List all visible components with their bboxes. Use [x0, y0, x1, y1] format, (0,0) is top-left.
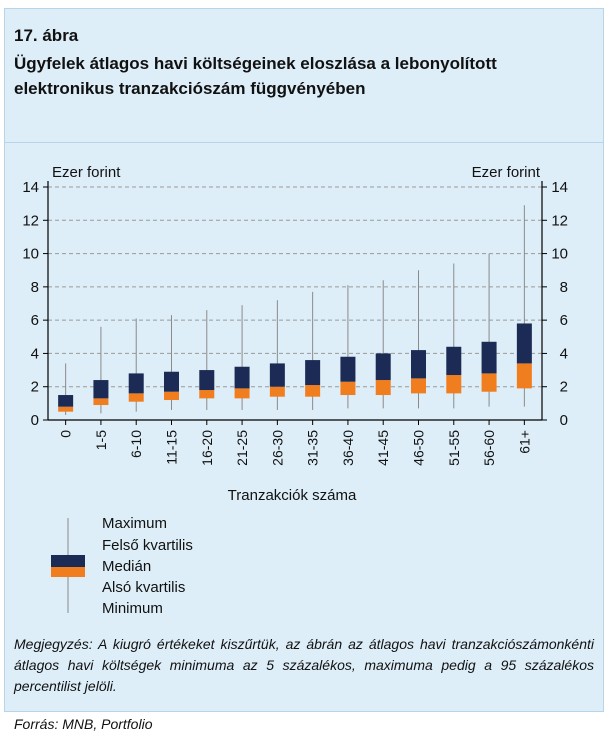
- x-tick-label: 46-50: [411, 430, 427, 466]
- x-tick-label: 11-15: [164, 430, 180, 465]
- lower-box: [340, 381, 356, 396]
- lower-box: [446, 375, 462, 394]
- y-tick-label: 0: [31, 412, 39, 429]
- lower-box: [234, 388, 250, 399]
- x-tick-label: 36-40: [340, 430, 356, 466]
- y-tick-label: 0: [560, 412, 568, 429]
- y-tick-label: 8: [31, 279, 39, 296]
- y-tick-label: 14: [22, 179, 39, 196]
- boxplot-chart: 0 2 4 6 8 10 12 14 0 2 4 6 8 10 12 14 0 1-5 6-10 11-15 16-…: [22, 164, 568, 617]
- upper-box: [58, 395, 74, 407]
- x-tick-label: 21-25: [234, 430, 250, 466]
- upper-box: [269, 363, 285, 387]
- chart-panel: [4, 8, 604, 712]
- y-axis-label-left: Ezer forint: [52, 164, 121, 181]
- legend-item-label: Felső kvartilis: [102, 537, 193, 554]
- upper-box: [516, 323, 532, 364]
- lower-box: [516, 363, 532, 389]
- y-tick-labels-right: 0 2 4 6 8 10 12 14: [551, 179, 568, 429]
- footnote: Megjegyzés: A kiugró értékeket kiszűrtük…: [14, 636, 594, 694]
- x-tick-label: 56-60: [481, 430, 497, 466]
- x-tick-label: 0: [58, 430, 74, 438]
- source-line: Forrás: MNB, Portfolio: [14, 716, 153, 732]
- legend-item-label: Minimum: [102, 600, 163, 617]
- upper-box: [481, 341, 497, 374]
- lower-box: [164, 391, 179, 401]
- upper-box: [199, 370, 215, 391]
- y-tick-label: 4: [560, 345, 568, 362]
- y-tick-label: 2: [31, 379, 39, 396]
- upper-box: [128, 373, 144, 394]
- lower-box: [128, 393, 144, 402]
- upper-box: [375, 353, 391, 381]
- y-tick-label: 4: [31, 345, 39, 362]
- x-tick-label: 1-5: [93, 430, 109, 450]
- x-tick-label: 41-45: [375, 430, 391, 466]
- lower-box: [481, 373, 497, 392]
- title-divider: [4, 142, 604, 143]
- lower-box: [93, 398, 109, 406]
- figure-title: Ügyfelek átlagos havi költségeinek elosz…: [14, 54, 497, 98]
- upper-box: [234, 366, 250, 389]
- x-tick-label: 26-30: [269, 430, 285, 466]
- figure-number: 17. ábra: [14, 26, 79, 45]
- legend-item-label: Alsó kvartilis: [102, 579, 185, 596]
- y-tick-label: 14: [551, 179, 568, 196]
- lower-box: [58, 406, 74, 412]
- upper-box: [164, 371, 179, 392]
- lower-box: [269, 386, 285, 397]
- upper-box: [411, 350, 426, 379]
- y-tick-label: 6: [31, 312, 39, 329]
- x-tick-labels: 0 1-5 6-10 11-15 16-20 21-25 26-30 31-35 36-40 41…: [58, 430, 533, 466]
- legend-item-label: Maximum: [102, 515, 167, 532]
- y-tick-label: 2: [560, 379, 568, 396]
- upper-box: [340, 356, 356, 382]
- lower-box: [199, 390, 215, 399]
- upper-box: [446, 346, 462, 376]
- box-series: [58, 205, 532, 416]
- legend: Maximum Felső kvartilis Medián Alsó kvartil…: [51, 515, 193, 617]
- legend-item-label: Medián: [102, 558, 151, 575]
- x-tick-label: 51-55: [446, 430, 462, 466]
- lower-box: [305, 385, 321, 397]
- lower-box: [411, 378, 426, 394]
- y-tick-label: 12: [551, 212, 568, 229]
- y-axis-label-right: Ezer forint: [472, 164, 541, 181]
- upper-box: [305, 360, 321, 386]
- axes: [43, 181, 547, 425]
- grid-lines: [48, 186, 542, 388]
- y-tick-label: 10: [22, 246, 39, 263]
- y-tick-labels-left: 0 2 4 6 8 10 12 14: [22, 179, 39, 429]
- y-tick-label: 8: [560, 279, 568, 296]
- y-tick-label: 6: [560, 312, 568, 329]
- y-tick-label: 10: [551, 246, 568, 263]
- x-tick-label: 6-10: [128, 430, 144, 458]
- lower-box: [375, 380, 391, 396]
- y-tick-label: 12: [22, 212, 39, 229]
- legend-lower-box: [51, 567, 85, 577]
- upper-box: [93, 380, 109, 399]
- x-tick-label: 61+: [516, 430, 532, 454]
- x-tick-label: 31-35: [305, 430, 321, 466]
- x-axis-label: Tranzakciók száma: [228, 487, 357, 504]
- legend-upper-box: [51, 555, 85, 567]
- x-tick-label: 16-20: [199, 430, 215, 466]
